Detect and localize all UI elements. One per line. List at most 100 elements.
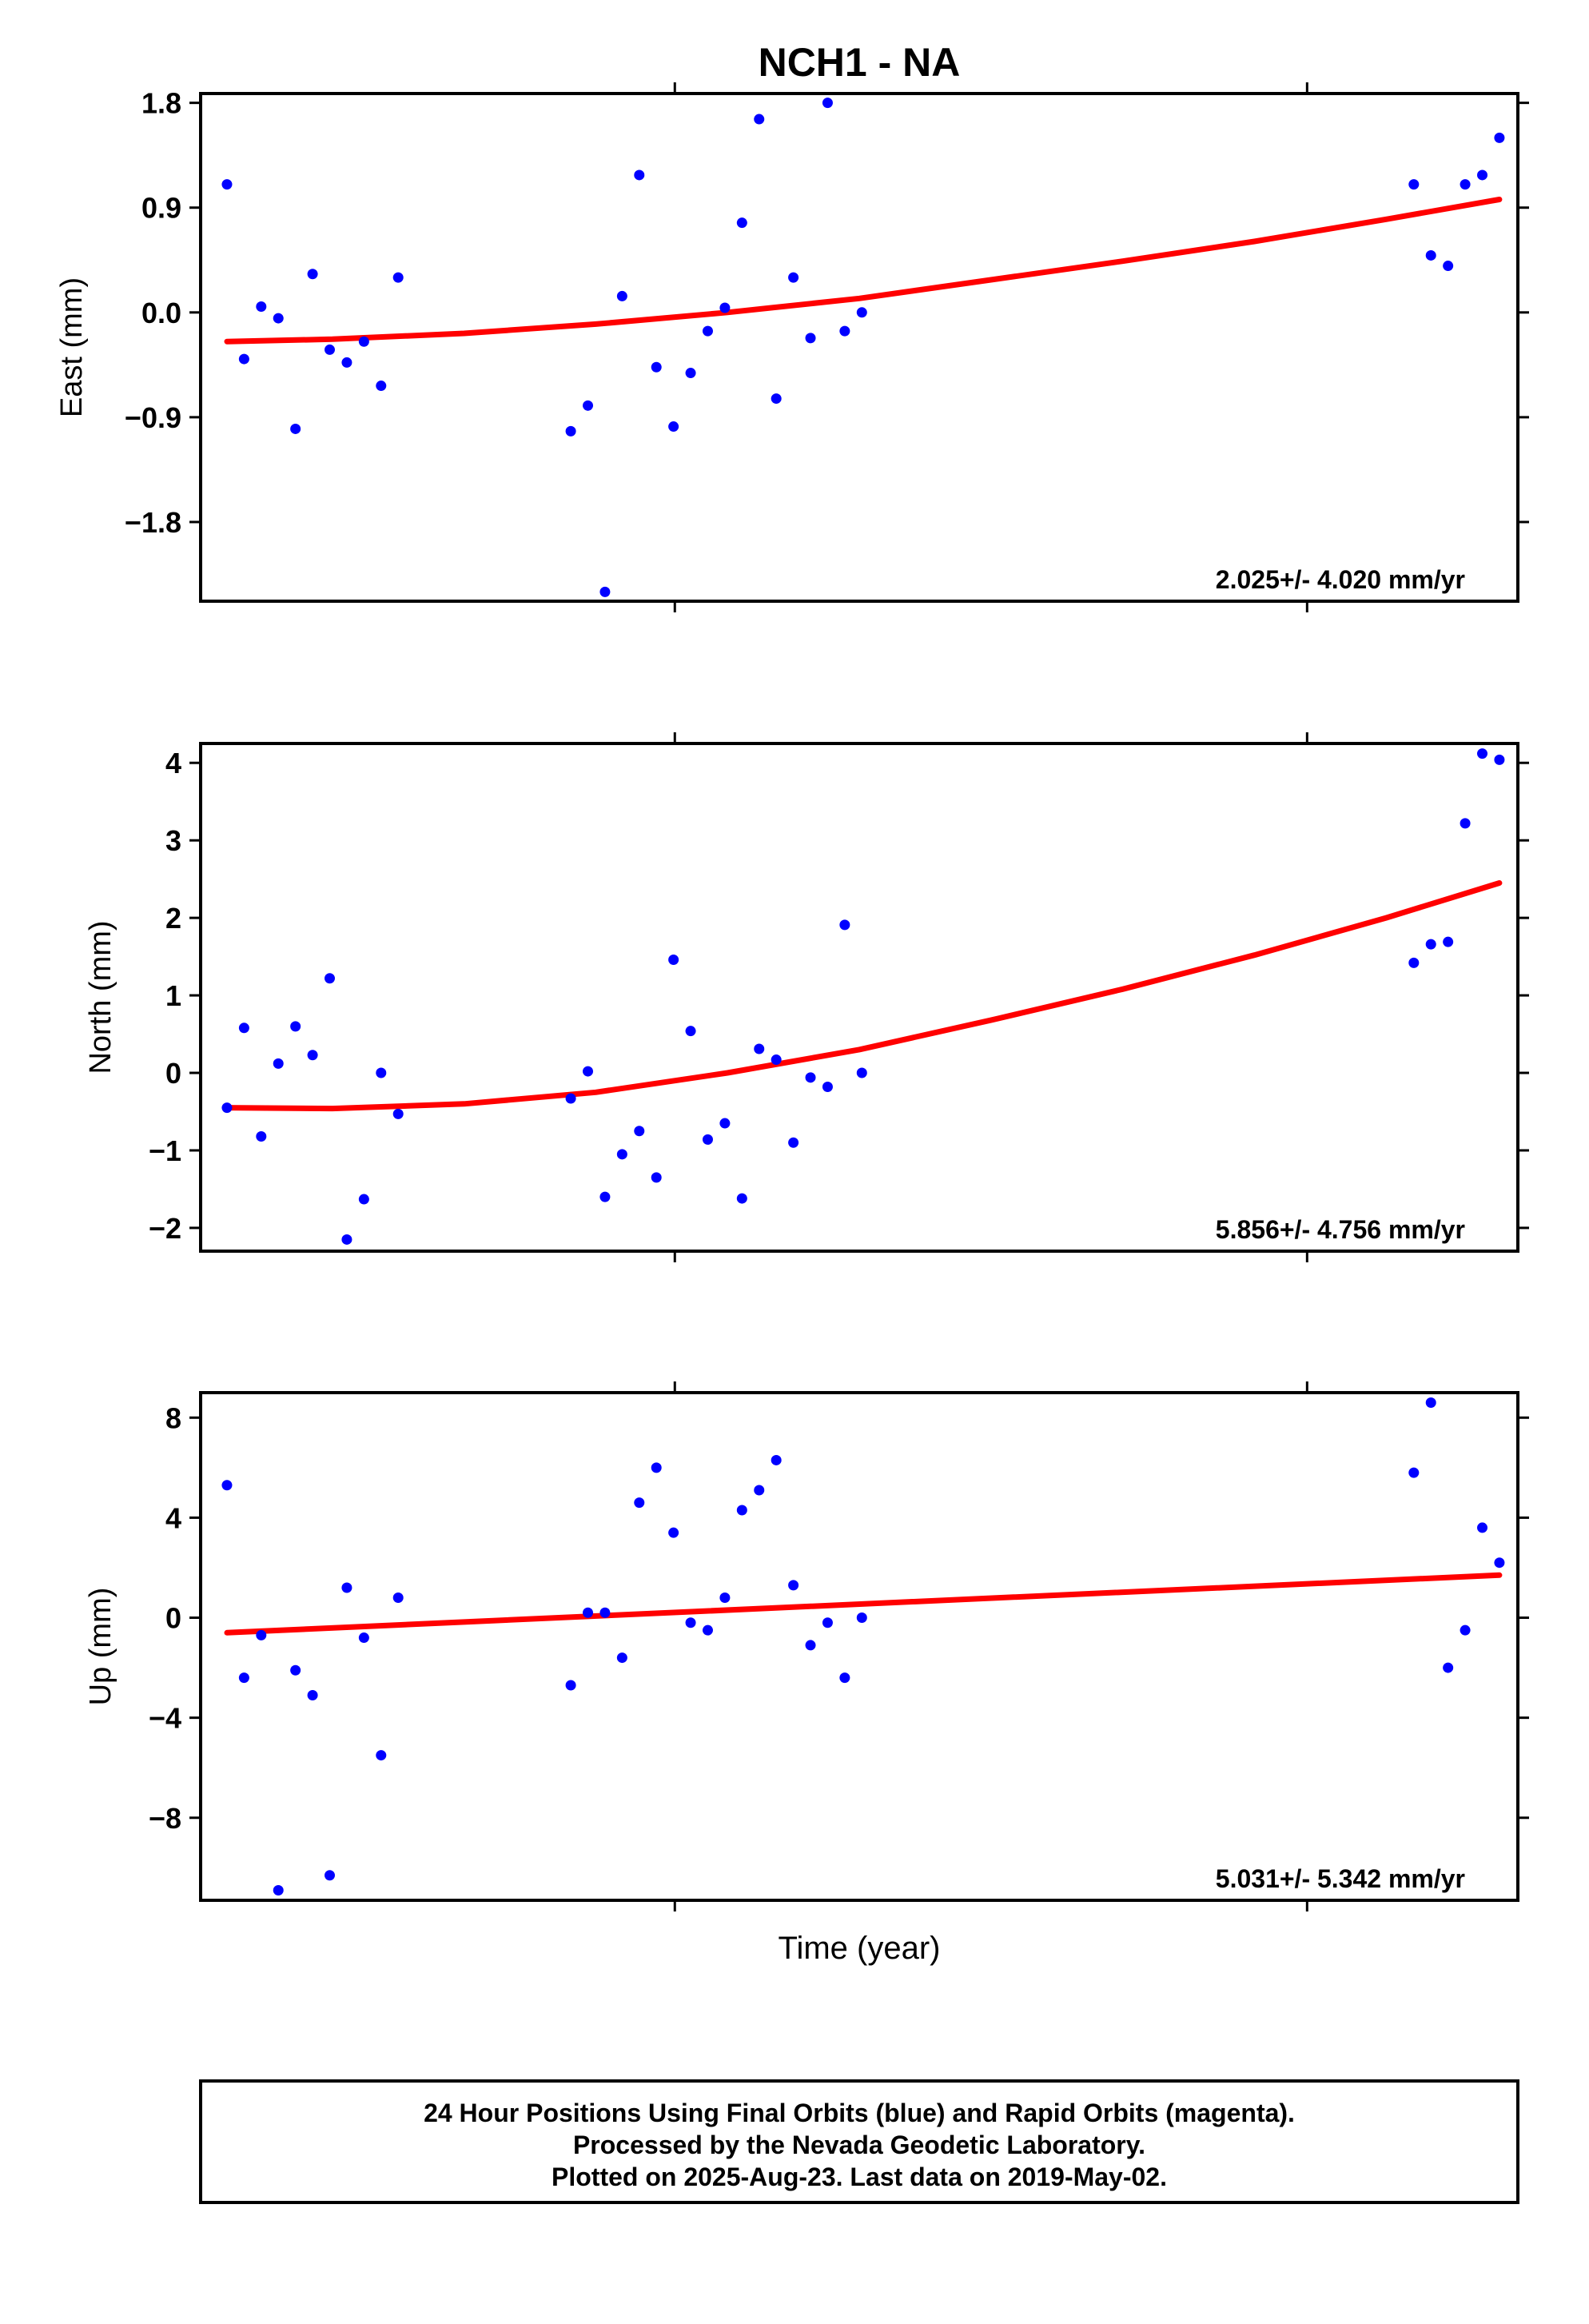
- north-data-point: [565, 1093, 576, 1104]
- north-data-point: [754, 1043, 765, 1054]
- east-data-point: [1460, 179, 1471, 190]
- north-data-point: [307, 1050, 318, 1061]
- north-data-point: [238, 1022, 249, 1034]
- up-data-point: [685, 1617, 696, 1628]
- north-data-point: [273, 1058, 284, 1069]
- up-data-point: [651, 1462, 662, 1473]
- up-ylabel: Up (mm): [84, 1588, 117, 1706]
- east-data-point: [583, 400, 594, 411]
- north-data-point: [1425, 939, 1436, 950]
- north-data-point: [341, 1234, 352, 1245]
- up-panel: 8 4 0 −4 −8 Up (mm) 5.031+/- 5.342 mm/yr: [84, 1381, 1529, 1911]
- up-data-point: [754, 1485, 765, 1496]
- north-ytick-label: 0: [165, 1057, 181, 1090]
- x-axis-label: Time (year): [779, 1931, 941, 1966]
- east-data-point: [788, 272, 799, 283]
- east-ytick-label: 1.8: [141, 87, 181, 120]
- east-data-point: [221, 179, 233, 190]
- up-data-point: [1425, 1397, 1436, 1409]
- east-ytick-label: 0.9: [141, 192, 181, 225]
- north-data-point: [685, 1026, 696, 1037]
- up-data-point: [1477, 1522, 1488, 1533]
- up-data-point: [392, 1593, 404, 1604]
- north-data-point: [1477, 748, 1488, 759]
- up-data-point: [668, 1527, 679, 1538]
- east-data-point: [290, 423, 301, 434]
- north-data-point: [771, 1054, 782, 1066]
- north-data-point: [221, 1102, 233, 1114]
- east-data-point: [822, 98, 833, 109]
- north-data-point: [668, 954, 679, 965]
- north-data-point: [1443, 936, 1454, 947]
- east-data-point: [1443, 261, 1454, 272]
- north-data-point: [719, 1118, 731, 1129]
- east-data-point: [273, 313, 284, 324]
- up-data-point: [221, 1480, 233, 1491]
- north-data-point: [736, 1193, 747, 1204]
- north-trend-line: [224, 880, 1503, 1112]
- up-data-point: [788, 1580, 799, 1591]
- north-data-point: [358, 1194, 369, 1205]
- up-data-point: [273, 1884, 284, 1895]
- north-data-point: [1408, 957, 1420, 968]
- east-data-point: [1408, 179, 1420, 190]
- east-data-point: [599, 586, 611, 597]
- north-rate-label: 5.856+/- 4.756 mm/yr: [1216, 1215, 1465, 1244]
- up-data-point: [719, 1593, 731, 1604]
- east-data-point: [651, 361, 662, 373]
- north-data-point: [256, 1131, 267, 1142]
- east-data-point: [1494, 132, 1505, 143]
- up-data-point: [736, 1505, 747, 1516]
- up-data-point: [565, 1680, 576, 1691]
- east-ytick-label: −1.8: [125, 506, 181, 539]
- east-rate-label: 2.025+/- 4.020 mm/yr: [1216, 565, 1465, 594]
- north-frame: [199, 742, 1519, 1253]
- east-data-point: [771, 393, 782, 405]
- up-data-point: [1408, 1467, 1420, 1478]
- up-ytick-label: 8: [165, 1401, 181, 1434]
- north-ytick-label: 2: [165, 902, 181, 935]
- north-data-point: [788, 1137, 799, 1148]
- east-data-point: [341, 357, 352, 368]
- up-data-point: [822, 1617, 833, 1628]
- north-ytick-label: −1: [149, 1134, 181, 1167]
- north-data-point: [822, 1081, 833, 1092]
- east-data-point: [325, 344, 336, 355]
- up-ytick-label: 4: [165, 1501, 181, 1534]
- east-ytick-label: −0.9: [125, 401, 181, 434]
- north-data-point: [616, 1149, 627, 1160]
- up-data-point: [805, 1640, 816, 1651]
- north-ytick-label: 3: [165, 824, 181, 857]
- east-data-point: [358, 336, 369, 347]
- north-ytick-label: 1: [165, 979, 181, 1012]
- north-data-point: [839, 919, 850, 931]
- up-data-point: [238, 1672, 249, 1684]
- figure-title: NCH1 - NA: [759, 40, 961, 85]
- north-data-point: [805, 1072, 816, 1083]
- up-data-point: [290, 1664, 301, 1676]
- east-data-point: [856, 307, 867, 318]
- east-data-point: [685, 368, 696, 379]
- up-data-point: [376, 1750, 387, 1761]
- up-data-point: [599, 1607, 611, 1618]
- east-frame: [199, 92, 1519, 603]
- east-data-point: [634, 169, 645, 181]
- north-ytick-label: −2: [149, 1212, 181, 1245]
- east-data-point: [719, 302, 731, 313]
- up-data-point: [616, 1652, 627, 1664]
- east-data-point: [668, 421, 679, 433]
- north-data-point: [651, 1172, 662, 1183]
- up-data-point: [1443, 1662, 1454, 1673]
- footer-line-2: Processed by the Nevada Geodetic Laborat…: [573, 2131, 1145, 2159]
- east-data-point: [616, 290, 627, 301]
- up-data-point: [839, 1672, 850, 1684]
- east-data-point: [392, 272, 404, 283]
- up-data-point: [1460, 1624, 1471, 1636]
- north-data-point: [1494, 754, 1505, 765]
- up-data-point: [358, 1632, 369, 1644]
- east-data-point: [307, 269, 318, 280]
- east-data-point: [256, 301, 267, 313]
- north-data-point: [392, 1108, 404, 1119]
